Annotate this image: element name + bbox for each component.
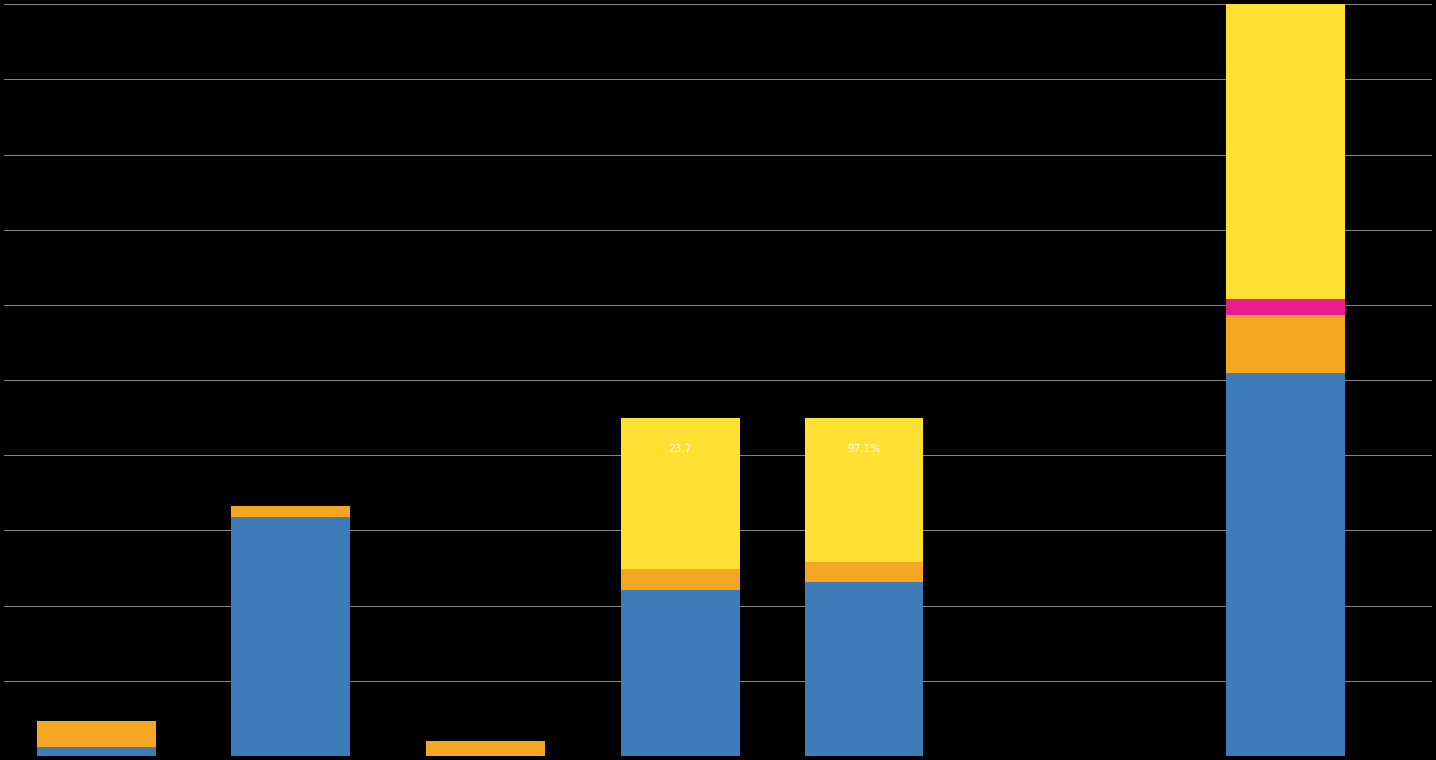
Text: 23.7: 23.7 <box>669 444 692 454</box>
Bar <box>1226 0 1346 299</box>
Bar <box>426 741 544 756</box>
Bar <box>231 505 350 518</box>
Bar <box>36 747 155 756</box>
Bar <box>620 590 740 756</box>
Bar <box>231 518 350 756</box>
Bar <box>620 417 740 569</box>
Bar <box>36 721 155 747</box>
Bar <box>1226 299 1346 315</box>
Text: 97.1%: 97.1% <box>847 444 880 454</box>
Bar <box>1226 315 1346 372</box>
Bar <box>1226 372 1346 756</box>
Bar <box>804 562 923 582</box>
Bar <box>804 582 923 756</box>
Bar <box>804 417 923 562</box>
Bar <box>620 569 740 590</box>
